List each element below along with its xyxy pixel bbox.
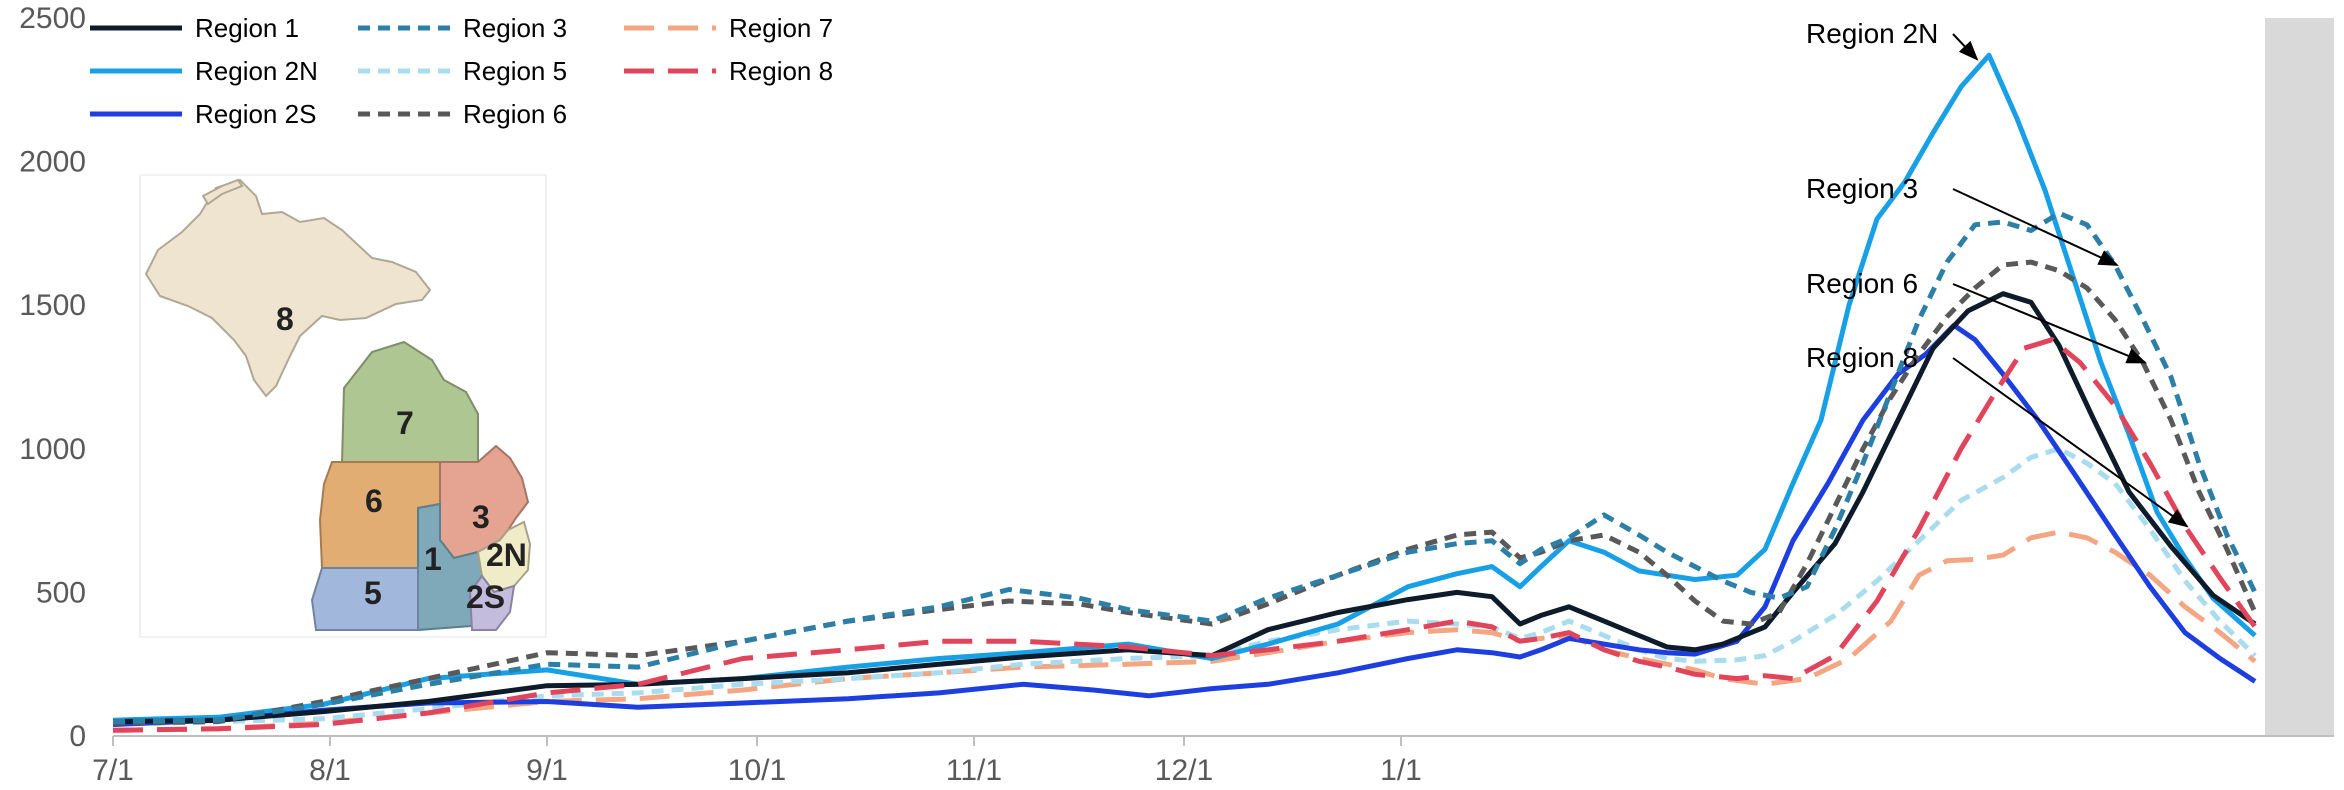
legend-label: Region 7 xyxy=(729,13,833,43)
map-region-2s xyxy=(468,574,516,631)
map-label-6: 6 xyxy=(365,483,383,519)
map-label-8: 8 xyxy=(276,301,294,337)
legend-item: Region 6 xyxy=(358,99,567,129)
shaded-period xyxy=(2265,18,2334,736)
series-line-region-6 xyxy=(112,259,2258,726)
y-tick-label: 1500 xyxy=(19,289,86,322)
annotation-label: Region 2N xyxy=(1806,18,1938,49)
x-tick-label: 10/1 xyxy=(728,754,786,787)
series-lines xyxy=(112,52,2258,733)
legend-item: Region 2S xyxy=(90,99,316,129)
legend-item: Region 2N xyxy=(90,56,318,86)
y-tick-label: 2500 xyxy=(19,2,86,35)
series-line-region-2s xyxy=(112,322,2257,727)
legend-label: Region 2N xyxy=(195,56,318,86)
y-tick-label: 2000 xyxy=(19,146,86,179)
legend-item: Region 8 xyxy=(624,56,833,86)
x-tick-label: 12/1 xyxy=(1155,754,1213,787)
x-tick-label: 7/1 xyxy=(92,754,134,787)
x-tick-label: 9/1 xyxy=(526,754,568,787)
map-label-2n: 2N xyxy=(486,537,527,573)
map-label-5: 5 xyxy=(364,575,382,611)
map-label-2s: 2S xyxy=(466,579,505,615)
legend-item: Region 7 xyxy=(624,13,833,43)
annotation-arrow xyxy=(1952,33,1979,61)
map-region-5 xyxy=(310,567,419,631)
series-line-region-2n xyxy=(112,52,2257,723)
map-label-1: 1 xyxy=(424,541,442,577)
series-line-region-5 xyxy=(112,446,2257,727)
michigan-region-map: 8 7 6 3 1 2N 5 2S xyxy=(139,174,547,638)
series-line-region-3 xyxy=(112,210,2258,725)
y-tick-label: 1000 xyxy=(19,433,86,466)
x-tick-label: 8/1 xyxy=(309,754,351,787)
legend-label: Region 8 xyxy=(729,56,833,86)
map-region-8 xyxy=(144,178,432,398)
legend-label: Region 5 xyxy=(463,56,567,86)
series-line-region-8 xyxy=(112,337,2258,733)
annotation-label: Region 8 xyxy=(1806,342,1918,373)
annotations: Region 2N Region 3 Region 6 Region 8 xyxy=(1806,18,2189,528)
annotation-label: Region 3 xyxy=(1806,173,1918,204)
legend-label: Region 1 xyxy=(195,13,299,43)
map-peninsula-tip xyxy=(201,178,244,206)
legend-label: Region 2S xyxy=(195,99,316,129)
legend-item: Region 3 xyxy=(358,13,567,43)
legend-item: Region 5 xyxy=(358,56,567,86)
x-tick-label: 11/1 xyxy=(946,754,1002,787)
series-line-region-1 xyxy=(112,291,2257,725)
map-label-7: 7 xyxy=(396,405,414,441)
legend-item: Region 1 xyxy=(90,13,299,43)
annotation-arrow xyxy=(1952,188,2119,266)
x-tick-label: 1/1 xyxy=(1380,754,1422,787)
annotation-arrow xyxy=(1952,357,2189,528)
annotation-arrow xyxy=(1952,283,2147,364)
y-tick-label: 0 xyxy=(69,720,86,753)
annotation-label: Region 6 xyxy=(1806,268,1918,299)
legend: Region 1 Region 2N Region 2S Region 3 Region… xyxy=(90,13,833,129)
legend-label: Region 3 xyxy=(463,13,567,43)
legend-label: Region 6 xyxy=(463,99,567,129)
map-label-3: 3 xyxy=(472,499,490,535)
y-tick-label: 500 xyxy=(36,576,86,609)
